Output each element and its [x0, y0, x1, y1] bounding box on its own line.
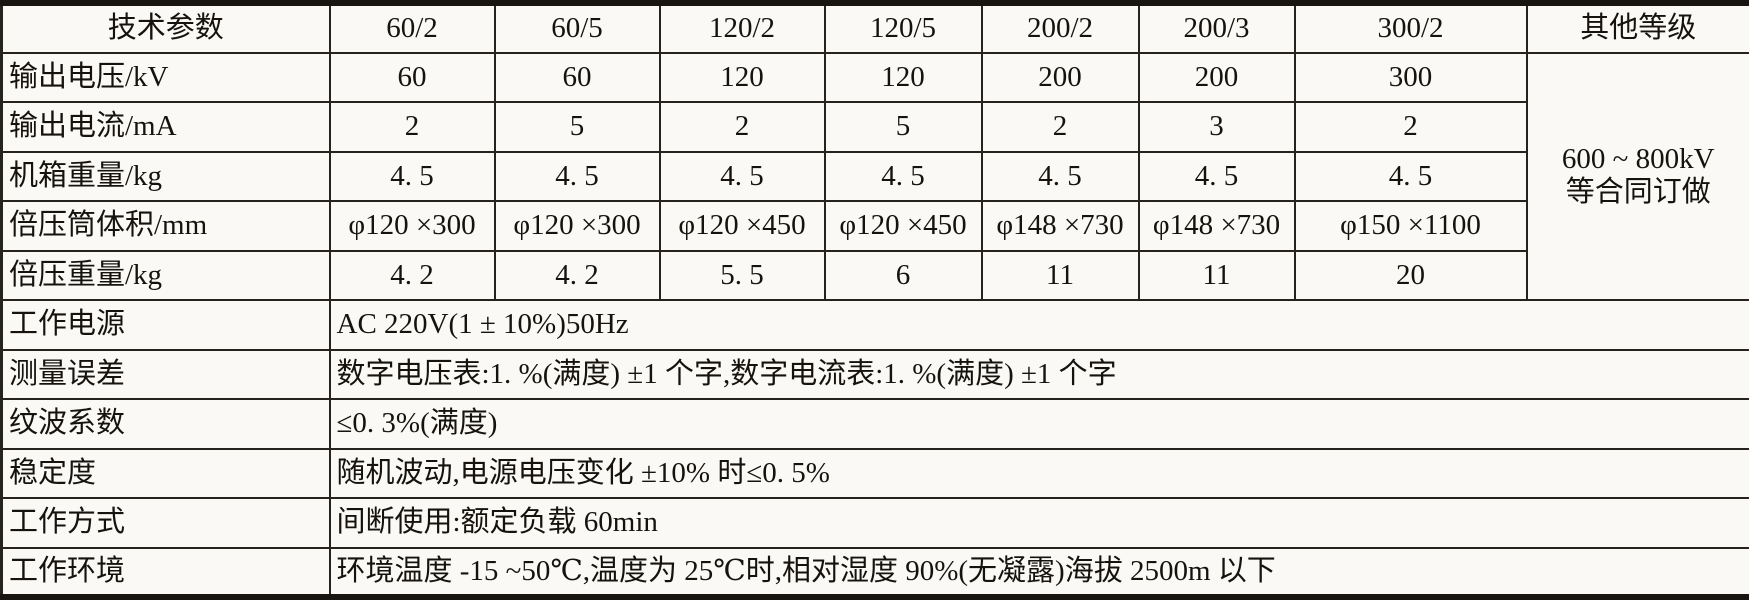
spec-value: 环境温度 -15 ~50℃,温度为 25℃时,相对湿度 90%(无凝露)海拔 2… [328, 546, 1749, 598]
header-cell-200-2: 200/2 [980, 2, 1140, 54]
param-value: φ120 ×450 [658, 200, 826, 252]
header-cell-120-2: 120/2 [658, 2, 826, 54]
row-operating-environment: 工作环境 环境温度 -15 ~50℃,温度为 25℃时,相对湿度 90%(无凝露… [0, 546, 1749, 598]
param-value: 5 [493, 101, 661, 153]
other-grade-range: 600 ~ 800kV [1561, 142, 1715, 175]
param-value: 4. 2 [328, 249, 496, 301]
param-value: 20 [1293, 249, 1528, 301]
param-value: 60 [328, 51, 496, 103]
spec-value: 随机波动,电源电压变化 ±10% 时≤0. 5% [328, 447, 1749, 499]
header-cell-params: 技术参数 [0, 2, 331, 54]
param-label: 输出电压/kV [0, 51, 331, 103]
row-stability: 稳定度 随机波动,电源电压变化 ±10% 时≤0. 5% [0, 447, 1749, 499]
header-cell-60-2: 60/2 [328, 2, 496, 54]
param-value: 2 [328, 101, 496, 153]
row-multiplier-size: 倍压筒体积/mm φ120 ×300 φ120 ×300 φ120 ×450 φ… [0, 200, 1749, 252]
param-value: 200 [980, 51, 1140, 103]
param-value: 4. 5 [980, 150, 1140, 202]
param-value: φ148 ×730 [1137, 200, 1296, 252]
param-value: 120 [823, 51, 983, 103]
param-value: 4. 5 [328, 150, 496, 202]
param-value: 6 [823, 249, 983, 301]
param-value: 2 [1293, 101, 1528, 153]
param-value: 4. 2 [493, 249, 661, 301]
spec-label: 稳定度 [0, 447, 331, 499]
spec-value: ≤0. 3%(满度) [328, 398, 1749, 450]
spec-value: 数字电压表:1. %(满度) ±1 个字,数字电流表:1. %(满度) ±1 个… [328, 348, 1749, 400]
param-value: 11 [1137, 249, 1296, 301]
param-value: 200 [1137, 51, 1296, 103]
spec-label: 纹波系数 [0, 398, 331, 450]
param-label: 倍压重量/kg [0, 249, 331, 301]
param-value: 5 [823, 101, 983, 153]
header-cell-300-2: 300/2 [1293, 2, 1528, 54]
spec-label: 工作环境 [0, 546, 331, 598]
param-value: φ150 ×1100 [1293, 200, 1528, 252]
row-ripple-factor: 纹波系数 ≤0. 3%(满度) [0, 398, 1749, 450]
param-value: 300 [1293, 51, 1528, 103]
param-label: 机箱重量/kg [0, 150, 331, 202]
header-cell-200-3: 200/3 [1137, 2, 1296, 54]
row-multiplier-weight: 倍压重量/kg 4. 2 4. 2 5. 5 6 11 11 20 [0, 249, 1749, 301]
param-value: 4. 5 [823, 150, 983, 202]
row-power-supply: 工作电源 AC 220V(1 ± 10%)50Hz [0, 299, 1749, 351]
param-value: φ148 ×730 [980, 200, 1140, 252]
other-grade-note: 等合同订做 [1565, 176, 1711, 209]
header-cell-60-5: 60/5 [493, 2, 661, 54]
param-value: 3 [1137, 101, 1296, 153]
param-value: 4. 5 [493, 150, 661, 202]
param-value: 4. 5 [658, 150, 826, 202]
spec-label: 工作方式 [0, 497, 331, 549]
spec-label: 测量误差 [0, 348, 331, 400]
row-output-voltage: 输出电压/kV 60 60 120 120 200 200 300 600 ~ … [0, 51, 1749, 301]
row-measurement-error: 测量误差 数字电压表:1. %(满度) ±1 个字,数字电流表:1. %(满度)… [0, 348, 1749, 400]
param-value: φ120 ×450 [823, 200, 983, 252]
row-operating-mode: 工作方式 间断使用:额定负载 60min [0, 497, 1749, 549]
header-cell-120-5: 120/5 [823, 2, 983, 54]
spec-label: 工作电源 [0, 299, 331, 351]
param-value: 120 [658, 51, 826, 103]
param-value: φ120 ×300 [328, 200, 496, 252]
param-value: 5. 5 [658, 249, 826, 301]
param-value: 2 [980, 101, 1140, 153]
param-value: φ120 ×300 [493, 200, 661, 252]
header-row: 技术参数 60/2 60/5 120/2 120/5 200/2 200/3 3… [0, 2, 1749, 54]
param-label: 输出电流/mA [0, 101, 331, 153]
header-cell-other-grade: 其他等级 [1525, 2, 1749, 54]
param-label: 倍压筒体积/mm [0, 200, 331, 252]
param-value: 4. 5 [1293, 150, 1528, 202]
spec-value: 间断使用:额定负载 60min [328, 497, 1749, 549]
spec-value: AC 220V(1 ± 10%)50Hz [328, 299, 1749, 351]
param-value: 2 [658, 101, 826, 153]
row-output-current: 输出电流/mA 2 5 2 5 2 3 2 [0, 101, 1749, 153]
param-value: 4. 5 [1137, 150, 1296, 202]
param-value: 11 [980, 249, 1140, 301]
row-case-weight: 机箱重量/kg 4. 5 4. 5 4. 5 4. 5 4. 5 4. 5 4.… [0, 150, 1749, 202]
param-value: 60 [493, 51, 661, 103]
other-grade-merged-cell: 600 ~ 800kV 等合同订做 [1525, 51, 1749, 301]
